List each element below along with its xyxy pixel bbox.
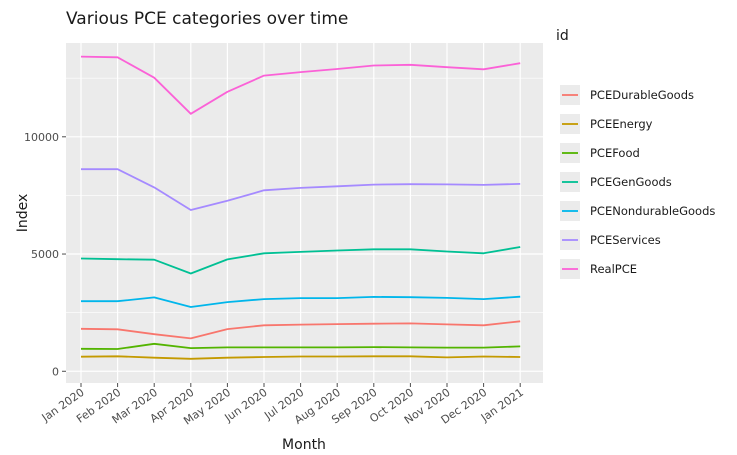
legend-title: id (556, 28, 569, 44)
legend-label-PCENondurableGoods: PCENondurableGoods (590, 204, 715, 218)
y-tick-label: 5000 (31, 248, 59, 261)
series-line-RealPCE (80, 55, 521, 115)
plot-panel (66, 43, 543, 383)
y-tick-label: 10000 (24, 131, 59, 144)
series-lines (80, 55, 521, 360)
legend: PCEDurableGoods PCEEnergy PCEFood PCEGenGoo… (560, 85, 715, 279)
series-line-PCEDurableGoods (80, 320, 521, 340)
y-tick-label: 0 (52, 365, 59, 378)
x-axis-title: Month (282, 437, 326, 453)
legend-label-PCEEnergy: PCEEnergy (590, 117, 653, 131)
series-line-PCEGenGoods (80, 246, 521, 275)
series-line-PCEEnergy (80, 355, 521, 360)
series-line-PCEServices (81, 168, 521, 211)
legend-label-PCEGenGoods: PCEGenGoods (590, 175, 672, 189)
legend-label-PCEServices: PCEServices (590, 233, 661, 247)
legend-label-PCEDurableGoods: PCEDurableGoods (590, 88, 694, 102)
legend-label-PCEFood: PCEFood (590, 146, 640, 160)
y-axis: 0 5000 10000 (24, 131, 66, 378)
series-line-PCEFood (80, 342, 521, 350)
y-axis-title: Index (15, 194, 31, 233)
grid-lines (66, 43, 543, 383)
series-line-PCENondurableGoods (81, 295, 521, 308)
chart-title: Various PCE categories over time (66, 9, 348, 29)
legend-label-RealPCE: RealPCE (590, 262, 637, 276)
